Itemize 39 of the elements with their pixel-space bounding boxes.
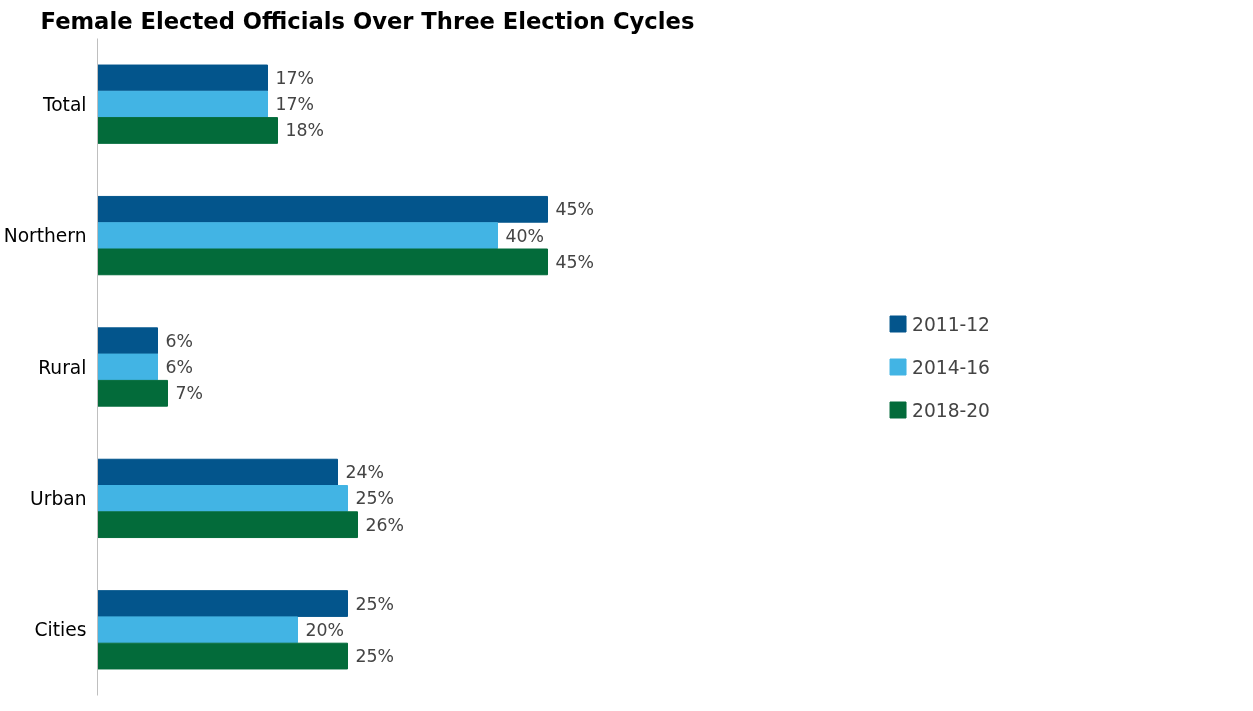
data-label: 25%: [355, 646, 395, 667]
bar: [97, 327, 158, 355]
bar: [97, 195, 548, 223]
data-label: 7%: [175, 383, 203, 404]
data-label: 26%: [365, 514, 405, 535]
bar: [97, 485, 348, 512]
legend-label: 2014-16: [912, 356, 990, 377]
data-label: 45%: [555, 251, 595, 272]
data-label: 40%: [505, 225, 545, 246]
data-label: 18%: [285, 120, 325, 141]
bar: [97, 458, 338, 486]
data-label: 6%: [165, 357, 193, 377]
data-label: 6%: [165, 330, 193, 351]
bar: [97, 590, 348, 617]
y-tick-label: Cities: [34, 619, 87, 641]
bar: [97, 642, 348, 670]
chart-title: Female Elected Officials Over Three Election Cycles: [40, 7, 695, 34]
bar: [97, 353, 158, 381]
y-tick-label: Northern: [3, 225, 87, 247]
data-label: 17%: [275, 67, 315, 88]
bar: [97, 117, 278, 144]
bar: [97, 616, 298, 644]
bar: [97, 90, 268, 118]
bar: [97, 248, 548, 276]
bar: [97, 511, 358, 539]
legend-label: 2011-12: [912, 313, 990, 334]
bar: [97, 222, 498, 249]
data-label: 24%: [345, 462, 385, 483]
data-label: 20%: [305, 619, 345, 640]
bar: [97, 379, 168, 407]
data-label: 25%: [355, 593, 395, 614]
y-tick-label: Rural: [38, 356, 87, 378]
y-tick-label: Urban: [30, 487, 87, 509]
legend-label: 2018-20: [912, 399, 990, 420]
data-label: 45%: [555, 199, 595, 220]
data-label: 17%: [275, 94, 315, 115]
data-label: 25%: [355, 488, 395, 509]
bar: [97, 64, 268, 92]
y-tick-label: Total: [41, 93, 87, 115]
